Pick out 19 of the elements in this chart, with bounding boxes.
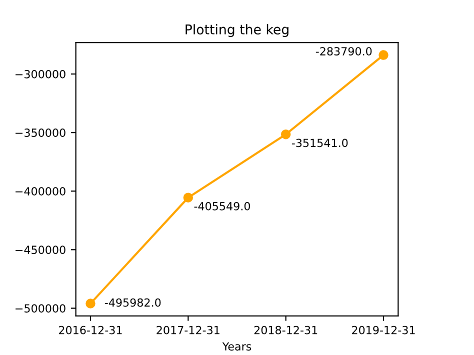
data-label: -405549.0: [194, 202, 250, 210]
y-tick-label: −400000: [16, 187, 66, 196]
x-axis-title: Years: [222, 342, 252, 351]
data-label: -351541.0: [292, 138, 348, 148]
x-tick-label: 2018-12-31: [254, 326, 318, 334]
chart-title: Plotting the keg: [186, 24, 288, 38]
data-label: -283790.0: [316, 47, 372, 56]
x-tick-label: 2016-12-31: [59, 326, 122, 334]
point: [183, 192, 194, 202]
x-tick-label: 2017-12-31: [156, 326, 220, 334]
y-tick-label: −350000: [16, 128, 66, 137]
data-label: -495982.0: [104, 298, 161, 307]
y-tick-label: −300000: [16, 70, 66, 78]
y-tick-label: −500000: [16, 304, 66, 313]
point: [86, 298, 96, 308]
y-tick-label: −450000: [16, 246, 66, 254]
x-tick-label: 2019-12-31: [352, 326, 415, 334]
point: [280, 130, 291, 140]
point: [378, 50, 388, 60]
